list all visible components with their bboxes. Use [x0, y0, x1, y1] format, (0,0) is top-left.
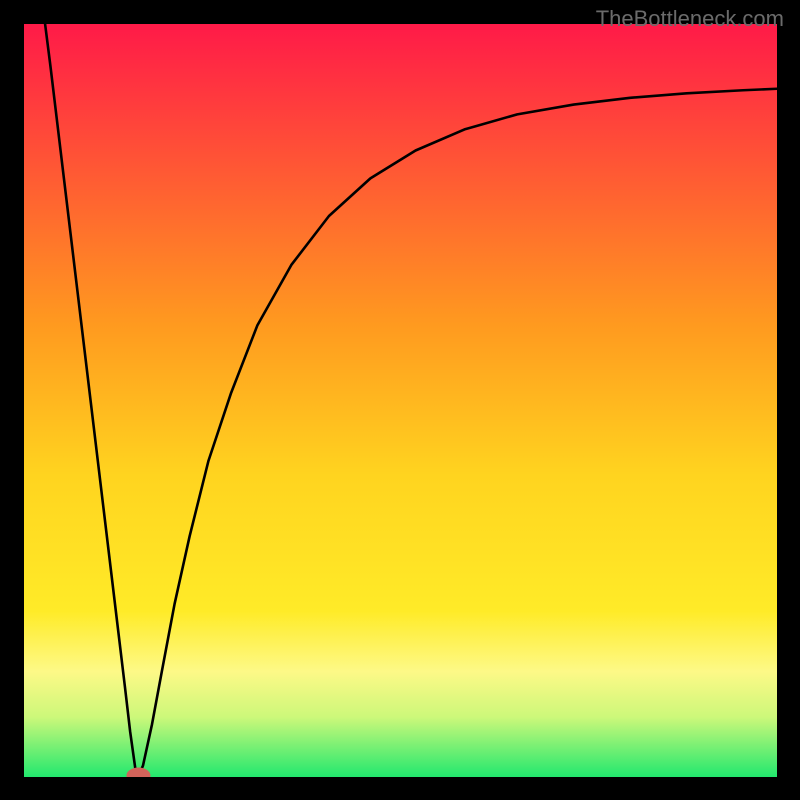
plot-area [24, 24, 777, 777]
minimum-marker [24, 24, 777, 777]
watermark-text: TheBottleneck.com [596, 6, 784, 32]
